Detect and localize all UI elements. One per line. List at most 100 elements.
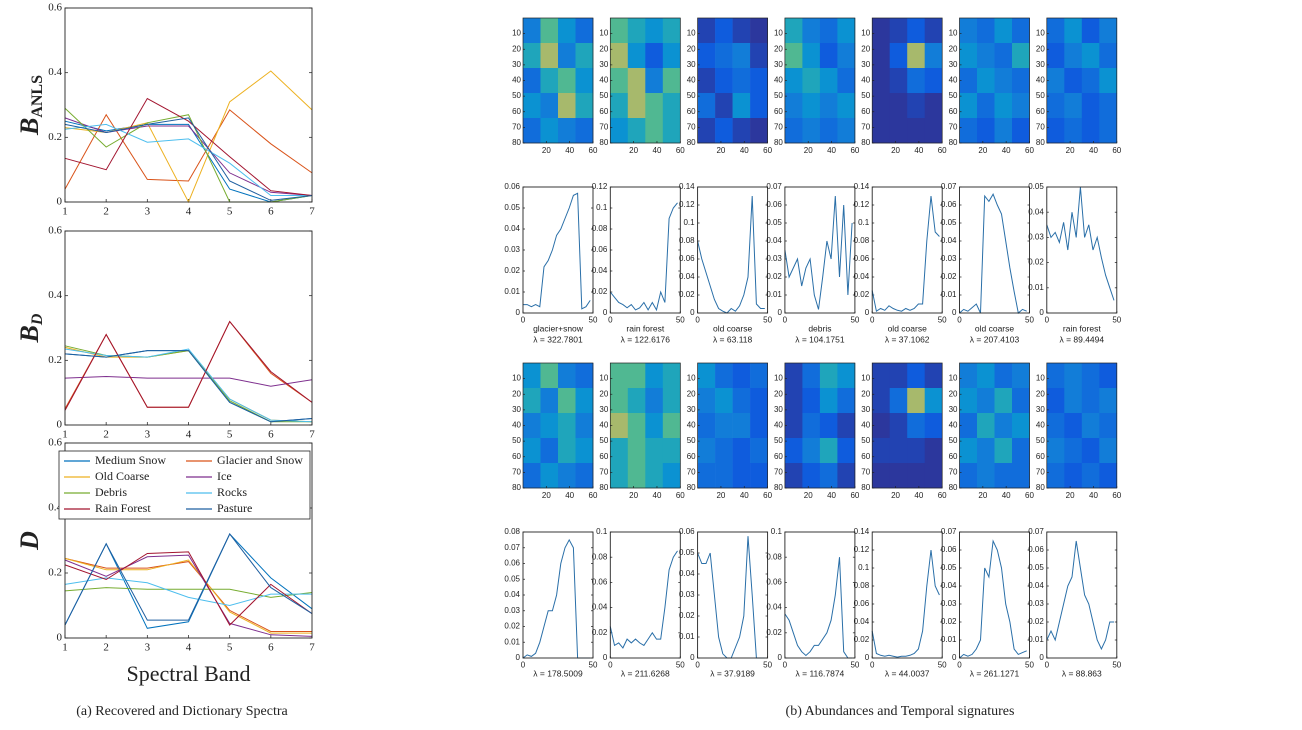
data-line <box>784 195 853 310</box>
heat-cell <box>977 463 995 489</box>
heat-cell <box>540 463 559 489</box>
heat-cell <box>715 93 733 119</box>
heat-cell <box>977 438 995 464</box>
plot-frame <box>609 186 681 314</box>
y-tick-label: 80 <box>949 138 958 147</box>
plot-frame <box>1046 531 1118 659</box>
x-tick-label: 20 <box>804 491 813 500</box>
heat-cell <box>732 363 751 389</box>
y-tick-label: 80 <box>861 138 870 147</box>
heat-cell <box>872 463 890 489</box>
heat-cell <box>645 463 664 489</box>
heat-cell <box>802 68 821 94</box>
image-frame <box>784 362 856 489</box>
heat-cell <box>1064 413 1083 439</box>
y-tick-label: 0.1 <box>858 563 870 572</box>
image-frame <box>522 17 594 144</box>
y-tick-label: 0.07 <box>1028 527 1044 536</box>
x-tick-label: 50 <box>938 315 947 324</box>
y-tick-label: 30 <box>861 60 870 69</box>
y-tick-label: 20 <box>599 44 608 53</box>
y-tick-label: 0.01 <box>679 632 695 641</box>
heat-cell <box>872 18 890 44</box>
heat-cell <box>802 413 821 439</box>
x-tick-label: 50 <box>1112 660 1121 669</box>
y-tick-label: 70 <box>512 122 521 131</box>
heat-cell <box>1099 18 1118 44</box>
heat-cell <box>697 388 716 414</box>
heat-cell <box>627 363 646 389</box>
heat-cell <box>1064 118 1083 144</box>
y-tick-label: 0 <box>57 419 63 431</box>
annotation: λ = 207.4103 <box>970 334 1020 344</box>
y-tick-label: 0 <box>777 308 782 317</box>
y-tick-label: 0 <box>865 653 870 662</box>
heat-cell <box>627 118 646 144</box>
x-axis-label: old coarse <box>713 323 752 333</box>
y-tick-label: 10 <box>599 29 608 38</box>
data-line <box>64 97 313 196</box>
heat-cell <box>907 438 925 464</box>
heat-cell <box>994 388 1013 414</box>
heat-cell <box>750 413 768 439</box>
y-tick-label: 0.4 <box>48 289 62 301</box>
x-tick-label: 0 <box>783 315 788 324</box>
heat-cell <box>819 68 838 94</box>
plot-frame <box>64 230 313 426</box>
y-tick-label: 0.02 <box>854 635 870 644</box>
y-axis-label-main: B <box>15 118 44 136</box>
heat-cell <box>540 118 559 144</box>
heat-cell <box>959 68 978 94</box>
heat-cell <box>889 463 908 489</box>
y-tick-label: 40 <box>949 76 958 85</box>
y-tick-label: 80 <box>774 138 783 147</box>
x-tick-label: 50 <box>763 315 772 324</box>
y-tick-label: 0.06 <box>1028 545 1044 554</box>
y-tick-label: 70 <box>861 467 870 476</box>
heat-cell <box>889 388 908 414</box>
y-tick-label: 0.04 <box>1028 207 1044 216</box>
y-tick-label: 0 <box>690 653 695 662</box>
heat-cell <box>523 118 541 144</box>
x-tick-label: 20 <box>804 146 813 155</box>
x-tick-label: 4 <box>186 428 192 440</box>
y-tick-label: 40 <box>687 76 696 85</box>
heat-cell <box>1046 388 1065 414</box>
heat-cell <box>523 43 541 69</box>
x-tick-label: 40 <box>827 146 836 155</box>
y-tick-label: 60 <box>1036 107 1045 116</box>
y-tick-label: 0.04 <box>504 590 520 599</box>
heat-cell <box>924 118 943 144</box>
heat-cell <box>540 18 559 44</box>
heat-cell <box>1099 413 1118 439</box>
heat-cell <box>750 118 768 144</box>
heat-cell <box>627 18 646 44</box>
data-line <box>64 348 313 423</box>
annotation: λ = 322.7801 <box>533 334 583 344</box>
heat-cell <box>819 18 838 44</box>
y-tick-label: 50 <box>512 91 521 100</box>
heat-cell <box>662 43 681 69</box>
y-tick-label: 40 <box>599 421 608 430</box>
heat-cell <box>523 93 541 119</box>
heat-cell <box>697 43 716 69</box>
annotation: λ = 37.1062 <box>885 334 930 344</box>
y-tick-label: 0.06 <box>679 527 695 536</box>
image-frame <box>697 362 768 489</box>
y-tick-label: 0.04 <box>504 224 520 233</box>
data-line <box>697 195 765 314</box>
heat-cell <box>837 413 856 439</box>
heat-cell <box>872 68 890 94</box>
data-line <box>64 554 313 637</box>
plot-frame <box>784 531 856 659</box>
heat-cell <box>558 463 576 489</box>
y-tick-label: 50 <box>599 91 608 100</box>
y-tick-label: 50 <box>687 436 696 445</box>
heat-cell <box>1046 363 1065 389</box>
y-tick-label: 0.6 <box>48 437 62 449</box>
x-tick-label: 40 <box>1089 146 1098 155</box>
y-tick-label: 0 <box>865 308 870 317</box>
y-tick-label: 30 <box>1036 60 1045 69</box>
heat-cell <box>523 438 541 464</box>
x-tick-label: 5 <box>227 428 233 440</box>
